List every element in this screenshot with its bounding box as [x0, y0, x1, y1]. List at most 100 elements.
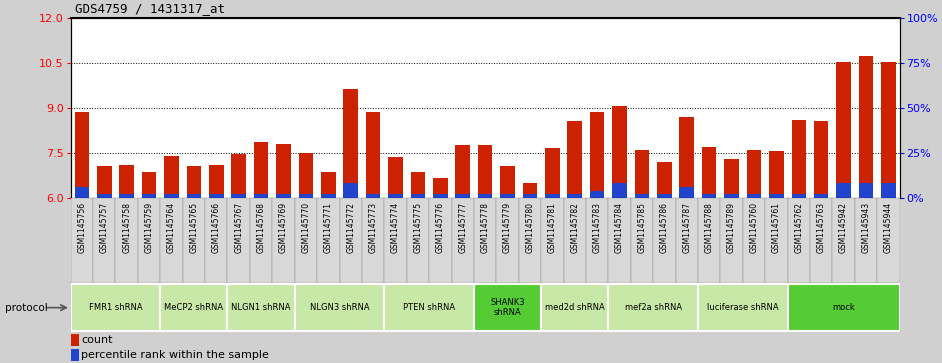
- Bar: [187, 166, 202, 198]
- Bar: [209, 194, 223, 198]
- Bar: [612, 106, 626, 198]
- Bar: [541, 198, 563, 283]
- Bar: [724, 159, 739, 198]
- Bar: [74, 187, 89, 198]
- Bar: [253, 142, 268, 198]
- Text: GSM1145789: GSM1145789: [727, 202, 736, 253]
- Text: GSM1145765: GSM1145765: [189, 202, 199, 253]
- Bar: [567, 194, 582, 198]
- Bar: [702, 147, 717, 198]
- Bar: [71, 284, 160, 331]
- Bar: [384, 198, 407, 283]
- Text: GSM1145768: GSM1145768: [256, 202, 266, 253]
- Bar: [164, 194, 179, 198]
- Bar: [698, 284, 788, 331]
- Text: GSM1145788: GSM1145788: [705, 202, 714, 253]
- Bar: [791, 194, 806, 198]
- Bar: [232, 194, 246, 198]
- Bar: [164, 156, 179, 198]
- Bar: [276, 194, 291, 198]
- Text: GSM1145761: GSM1145761: [771, 202, 781, 253]
- Bar: [388, 194, 403, 198]
- Text: luciferase shRNA: luciferase shRNA: [706, 303, 779, 312]
- Text: GSM1145784: GSM1145784: [615, 202, 624, 253]
- Bar: [433, 194, 447, 198]
- Bar: [567, 122, 582, 198]
- Text: GSM1145782: GSM1145782: [570, 202, 579, 253]
- Bar: [877, 198, 900, 283]
- Bar: [765, 198, 788, 283]
- Text: GSM1145942: GSM1145942: [839, 202, 848, 253]
- Bar: [227, 198, 250, 283]
- Text: SHANK3
shRNA: SHANK3 shRNA: [490, 298, 525, 317]
- Text: GSM1145775: GSM1145775: [414, 202, 422, 253]
- Bar: [295, 284, 384, 331]
- Bar: [116, 198, 138, 283]
- Bar: [500, 166, 515, 198]
- Bar: [679, 117, 694, 198]
- Bar: [747, 150, 761, 198]
- Text: MeCP2 shRNA: MeCP2 shRNA: [164, 303, 223, 312]
- Bar: [747, 194, 761, 198]
- Text: GSM1145771: GSM1145771: [324, 202, 333, 253]
- Bar: [272, 198, 295, 283]
- Bar: [635, 150, 649, 198]
- Bar: [250, 198, 272, 283]
- Bar: [675, 198, 698, 283]
- Text: GSM1145783: GSM1145783: [593, 202, 602, 253]
- Bar: [205, 198, 227, 283]
- Bar: [120, 165, 134, 198]
- Bar: [545, 194, 560, 198]
- Bar: [138, 198, 160, 283]
- Bar: [295, 198, 317, 283]
- Bar: [433, 178, 447, 198]
- Bar: [612, 183, 626, 198]
- Bar: [500, 194, 515, 198]
- Text: GSM1145944: GSM1145944: [884, 202, 893, 253]
- Bar: [609, 284, 698, 331]
- Text: GSM1145759: GSM1145759: [144, 202, 154, 253]
- Bar: [160, 198, 183, 283]
- Bar: [299, 153, 313, 198]
- Bar: [407, 198, 430, 283]
- Text: GSM1145756: GSM1145756: [77, 202, 87, 253]
- Bar: [97, 194, 111, 198]
- Text: GSM1145943: GSM1145943: [862, 202, 870, 253]
- Bar: [232, 154, 246, 198]
- Bar: [183, 198, 205, 283]
- Bar: [71, 198, 93, 283]
- Bar: [411, 194, 425, 198]
- Text: GSM1145762: GSM1145762: [794, 202, 804, 253]
- Bar: [388, 158, 403, 198]
- Bar: [142, 172, 156, 198]
- Bar: [160, 284, 227, 331]
- Bar: [72, 334, 79, 346]
- Bar: [523, 183, 537, 198]
- Bar: [142, 194, 156, 198]
- Bar: [788, 198, 810, 283]
- Bar: [523, 194, 537, 198]
- Text: FMR1 shRNA: FMR1 shRNA: [89, 303, 142, 312]
- Text: GSM1145763: GSM1145763: [817, 202, 826, 253]
- Text: GSM1145773: GSM1145773: [368, 202, 378, 253]
- Bar: [496, 198, 519, 283]
- Bar: [859, 183, 873, 198]
- Bar: [411, 172, 425, 198]
- Bar: [658, 162, 672, 198]
- Bar: [698, 198, 721, 283]
- Bar: [881, 62, 896, 198]
- Bar: [836, 183, 851, 198]
- Text: GSM1145772: GSM1145772: [347, 202, 355, 253]
- Bar: [810, 198, 833, 283]
- Bar: [362, 198, 384, 283]
- Bar: [541, 284, 609, 331]
- Text: GSM1145776: GSM1145776: [436, 202, 445, 253]
- Bar: [788, 284, 900, 331]
- Bar: [836, 62, 851, 198]
- Text: GSM1145757: GSM1145757: [100, 202, 108, 253]
- Bar: [658, 194, 672, 198]
- Text: GSM1145770: GSM1145770: [301, 202, 311, 253]
- Bar: [455, 146, 470, 198]
- Bar: [253, 194, 268, 198]
- Bar: [97, 166, 111, 198]
